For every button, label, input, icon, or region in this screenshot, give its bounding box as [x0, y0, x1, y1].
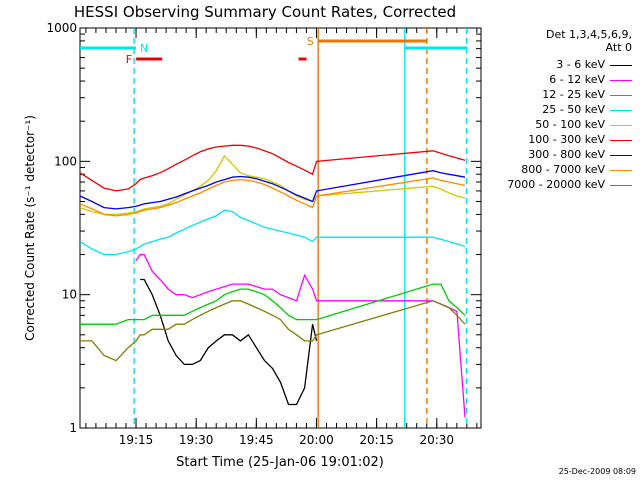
plot-frame [79, 27, 482, 429]
series-line [80, 283, 466, 325]
legend-swatch [610, 184, 632, 186]
legend-entry-label: 300 - 800 keV [528, 148, 605, 161]
legend-entry: 6 - 12 keV [507, 73, 632, 88]
flag-label: F [126, 53, 132, 66]
x-tick-label: 19:30 [179, 433, 214, 447]
series-line [80, 300, 466, 362]
legend-entry-label: 25 - 50 keV [542, 103, 605, 116]
flag-label: S [307, 35, 314, 48]
y-tick-label: 1 [69, 421, 77, 435]
legend-entry-label: 3 - 6 keV [556, 58, 605, 71]
legend-swatch [610, 64, 632, 66]
x-tick-label: 20:30 [419, 433, 454, 447]
legend-header-line: Att 0 [605, 41, 632, 54]
legend-swatch [610, 169, 632, 171]
legend-swatch [610, 139, 632, 141]
y-tick-label: 100 [54, 154, 77, 168]
y-tick-label: 10 [62, 288, 77, 302]
series-lines [79, 144, 466, 418]
series-line [135, 253, 466, 418]
legend: 3 - 6 keV 6 - 12 keV 12 - 25 keV 25 - 50 ke… [507, 58, 632, 193]
legend-swatch [610, 124, 632, 126]
legend-entry-label: 100 - 300 keV [528, 133, 605, 146]
legend-entry: 300 - 800 keV [507, 148, 632, 163]
x-tick-label: 19:15 [119, 433, 154, 447]
y-axis-ticks: 1 10 100 1000 [46, 21, 481, 435]
legend-entry-label: 7000 - 20000 keV [507, 178, 605, 191]
plot-border [79, 27, 482, 429]
legend-entry: 25 - 50 keV [507, 103, 632, 118]
chart-title: HESSI Observing Summary Count Rates, Cor… [74, 3, 456, 21]
series-line [140, 278, 318, 406]
legend-entry: 50 - 100 keV [507, 118, 632, 133]
legend-header-line: Det 1,3,4,5,6,9, [545, 28, 632, 41]
legend-swatch [610, 94, 632, 96]
x-tick-label: 20:00 [299, 433, 334, 447]
x-tick-label: 19:45 [239, 433, 274, 447]
legend-swatch [610, 154, 632, 156]
legend-entry: 800 - 7000 keV [507, 163, 632, 178]
legend-header: Det 1,3,4,5,6,9, Att 0 [546, 28, 632, 54]
flag-label: N [140, 42, 148, 55]
y-tick-label: 1000 [46, 21, 77, 35]
x-tick-label: 20:15 [359, 433, 394, 447]
legend-entry-label: 6 - 12 keV [549, 73, 605, 86]
series-line [79, 209, 466, 256]
legend-entry-label: 12 - 25 keV [542, 88, 605, 101]
instrument-state-lines [133, 28, 468, 428]
legend-entry-label: 800 - 7000 keV [521, 163, 605, 176]
series-line [79, 177, 466, 217]
legend-entry-label: 50 - 100 keV [535, 118, 605, 131]
legend-swatch [610, 79, 632, 81]
legend-entry: 12 - 25 keV [507, 88, 632, 103]
legend-entry: 3 - 6 keV [507, 58, 632, 73]
legend-entry: 7000 - 20000 keV [507, 178, 632, 193]
x-axis-ticks: 19:15 19:30 19:45 20:00 20:15 20:30 [85, 28, 478, 447]
legend-swatch [610, 109, 632, 111]
y-axis-label: Corrected Count Rate (s⁻¹ detector⁻¹) [23, 115, 37, 341]
plot-timestamp: 25-Dec-2009 08:09 [559, 467, 636, 476]
legend-entry: 100 - 300 keV [507, 133, 632, 148]
x-axis-label: Start Time (25-Jan-06 19:01:02) [176, 455, 384, 470]
flag-bars: NF S [80, 35, 468, 66]
series-line [79, 144, 466, 192]
series-line [79, 170, 466, 210]
